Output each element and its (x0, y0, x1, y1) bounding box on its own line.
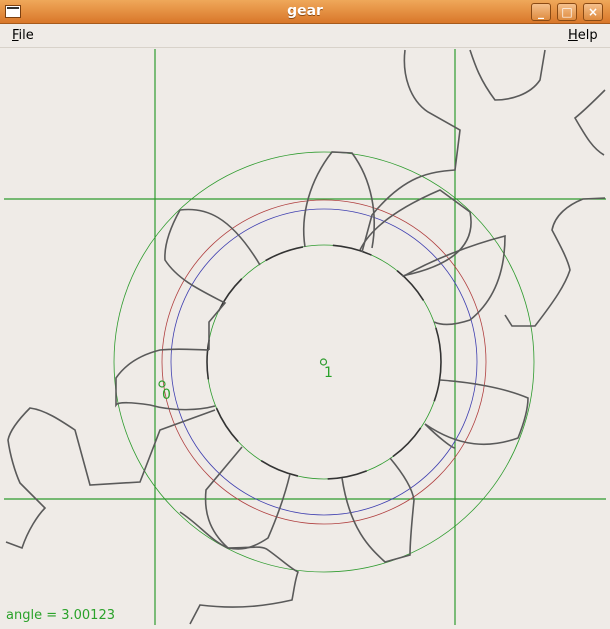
root-circle (206, 244, 442, 480)
guide-lines (4, 49, 606, 625)
window-title: gear (287, 3, 323, 19)
gear-tooth (115, 348, 216, 411)
drawing-canvas[interactable]: 1 0 (4, 49, 606, 625)
base-circle (170, 208, 478, 516)
gear-tooth (573, 89, 606, 156)
pitch-point-marker (158, 380, 166, 388)
maximize-icon: □ (561, 5, 573, 19)
window-menu-icon[interactable] (5, 5, 21, 18)
gear-tooth (179, 511, 300, 625)
center-marker (319, 358, 328, 366)
gear-tooth (164, 208, 261, 350)
pitch-point-label: 0 (162, 387, 171, 403)
gear-tooth (424, 423, 456, 449)
gear-tooth (469, 49, 546, 101)
gear-tooth (204, 446, 291, 550)
upper-right-gear (361, 49, 606, 327)
gear-tooth (341, 457, 415, 563)
gear-drawing: 1 0 (4, 49, 606, 625)
addendum-circle (113, 151, 535, 573)
menu-help[interactable]: Help (568, 28, 598, 43)
minimize-button[interactable]: _ (531, 3, 551, 21)
gear-tooth (424, 379, 529, 446)
central-gear-root (206, 244, 442, 480)
gear-tooth (504, 197, 606, 327)
maximize-button[interactable]: □ (557, 3, 577, 21)
menu-file[interactable]: File (12, 28, 34, 43)
close-button[interactable]: × (583, 3, 603, 21)
gear-tooth (403, 234, 506, 326)
central-gear (115, 151, 529, 563)
gear-center-label: 1 (324, 365, 333, 381)
menu-bar: File Help (0, 24, 610, 48)
gear-tooth (5, 407, 216, 550)
gear-tooth (359, 189, 472, 277)
minimize-icon: _ (538, 5, 544, 19)
gear-tooth (361, 49, 461, 253)
gear-tooth (302, 151, 375, 249)
pitch-circle (161, 199, 487, 525)
title-bar[interactable]: gear _ □ × (0, 0, 610, 24)
close-icon: × (587, 5, 599, 19)
angle-status: angle = 3.00123 (6, 608, 115, 623)
lower-left-gear (5, 407, 300, 625)
